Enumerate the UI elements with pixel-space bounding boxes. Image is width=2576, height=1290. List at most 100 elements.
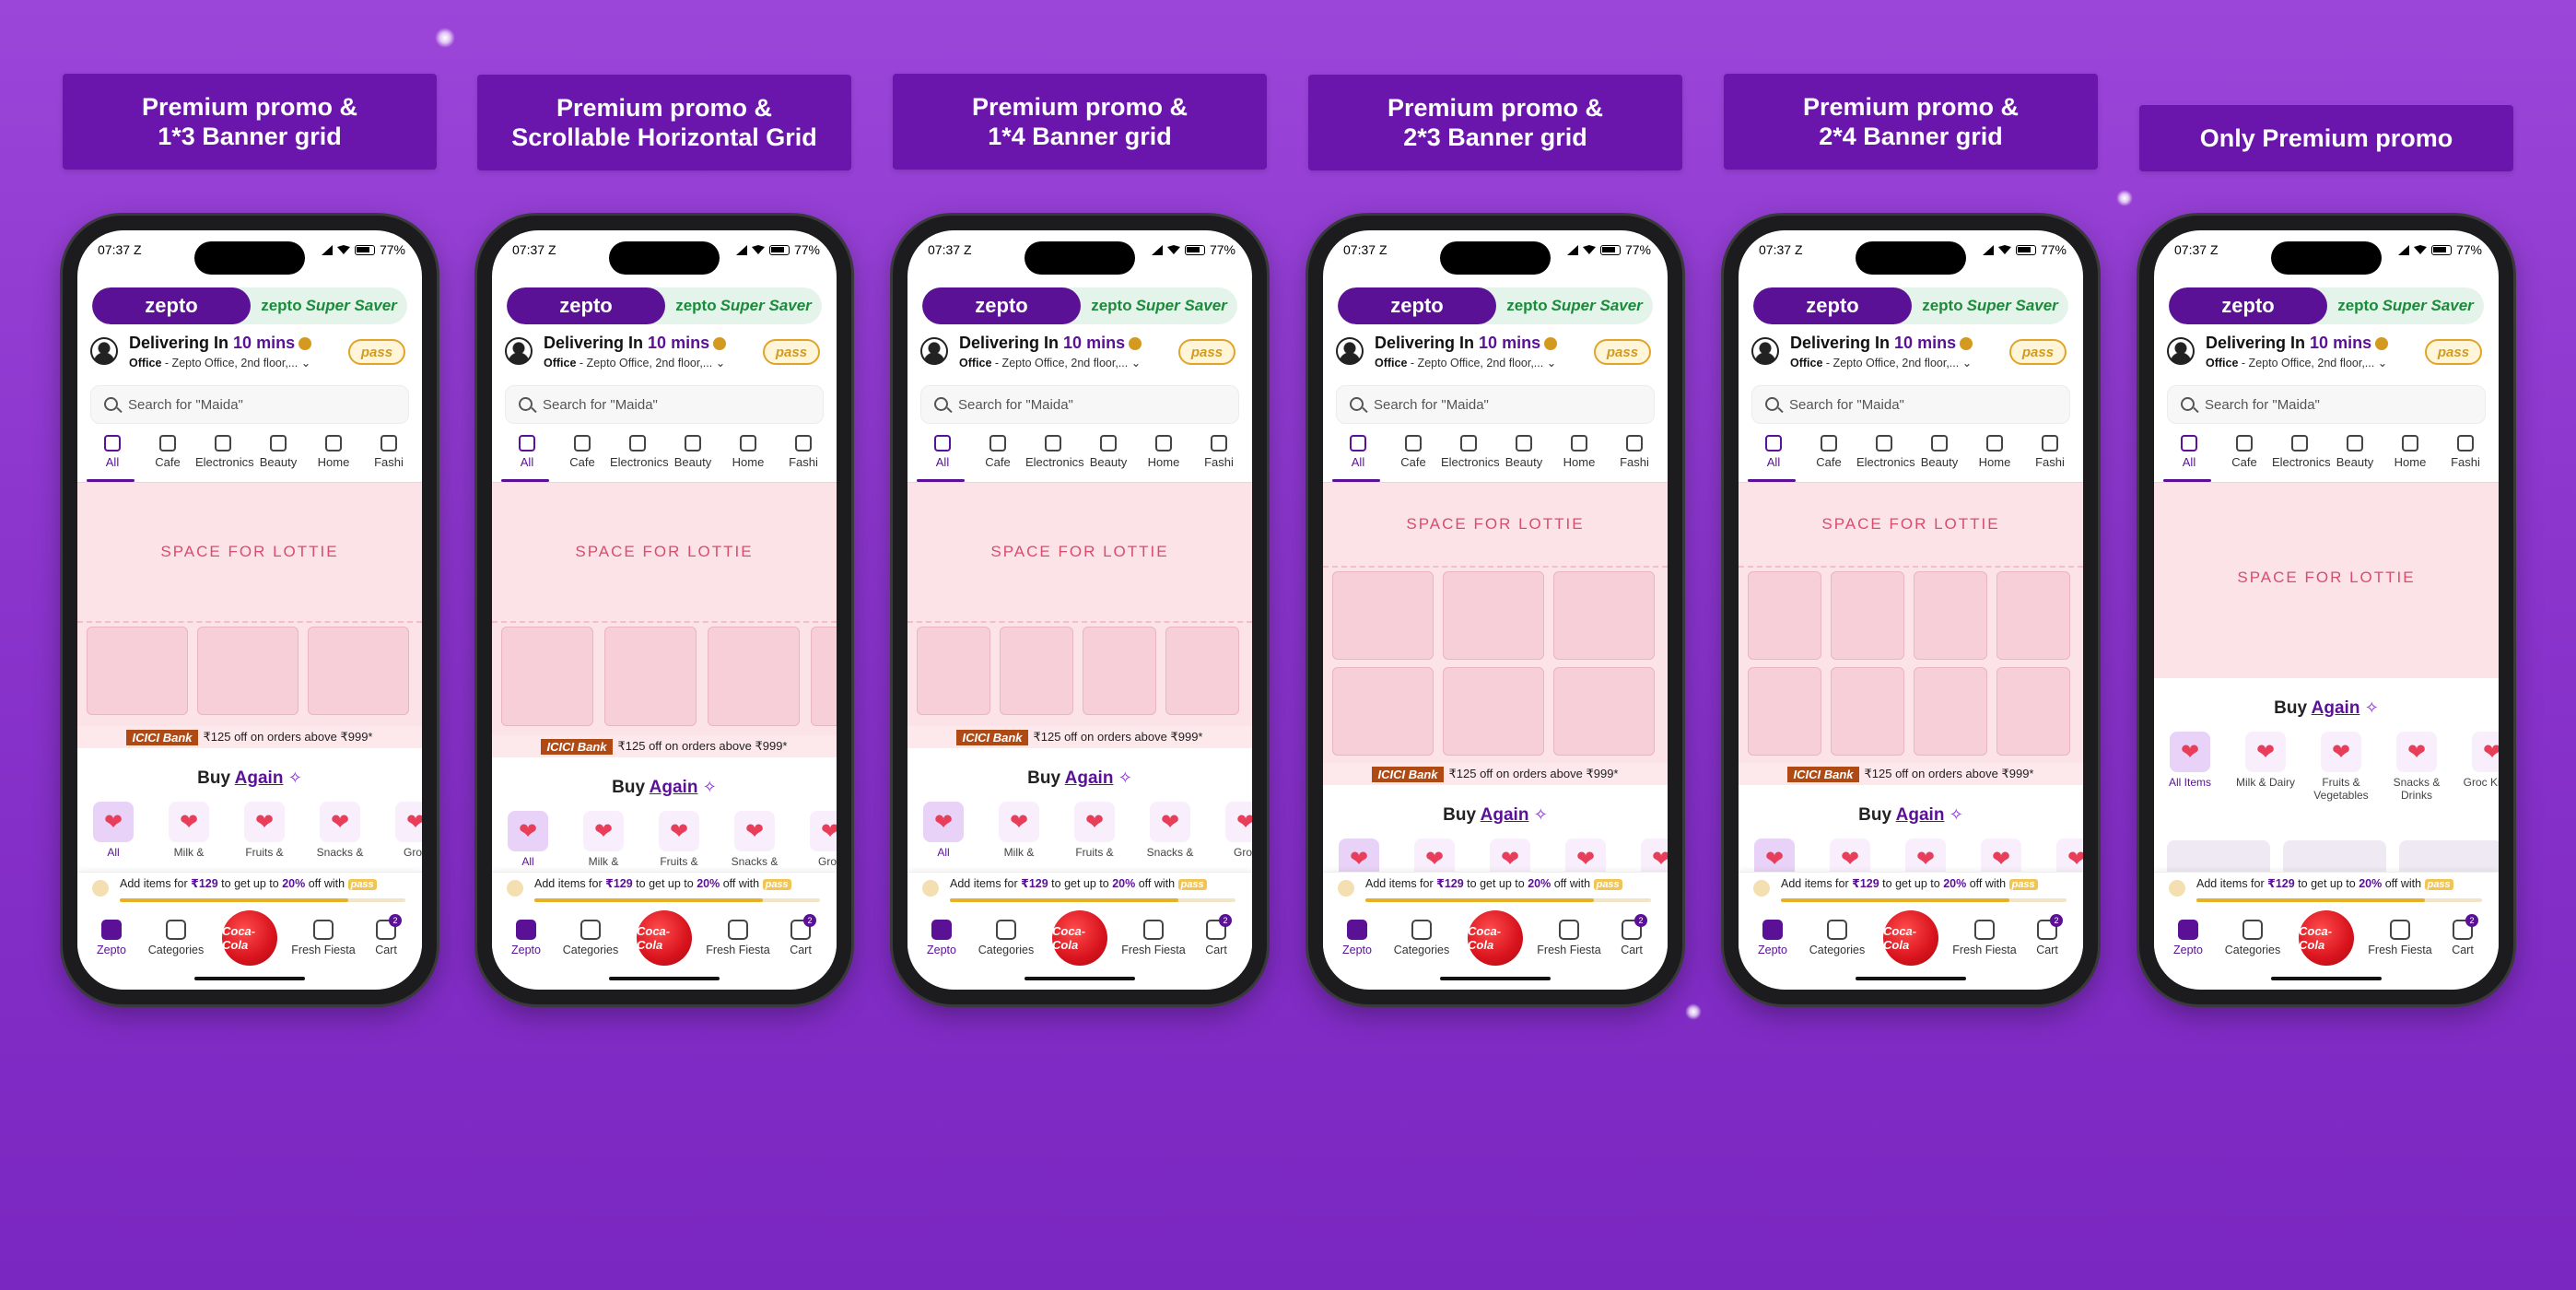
nav-categories[interactable]: Categories: [1389, 920, 1454, 956]
tab-all[interactable]: All: [85, 435, 140, 469]
tab-all[interactable]: All: [499, 435, 555, 469]
buy-again-item[interactable]: ❤ Groc: [800, 811, 837, 868]
tab-home[interactable]: Home: [306, 435, 361, 469]
search-input[interactable]: Search for "Maida": [1751, 385, 2070, 424]
nav-cart[interactable]: 2 Cart: [1599, 914, 1664, 956]
banner-tile[interactable]: [1996, 667, 2070, 756]
banner-tile[interactable]: [308, 627, 409, 715]
tab-all[interactable]: All: [915, 435, 970, 469]
nav-zepto[interactable]: Zepto: [79, 920, 144, 956]
store-toggle[interactable]: zepto zepto Super Saver: [507, 287, 822, 324]
product-card[interactable]: [2283, 840, 2386, 877]
toggle-zepto[interactable]: zepto: [507, 287, 665, 324]
toggle-super-saver[interactable]: zepto Super Saver: [675, 297, 812, 314]
tab-home[interactable]: Home: [1967, 435, 2022, 469]
toggle-super-saver[interactable]: zepto Super Saver: [1922, 297, 2058, 314]
buy-again-item[interactable]: ❤ Fruits &: [649, 811, 709, 868]
tab-fashi[interactable]: Fashi: [2022, 435, 2078, 469]
tab-beauty[interactable]: Beauty: [1496, 435, 1551, 469]
banner-tile[interactable]: [1914, 667, 1987, 756]
buy-again-item[interactable]: ❤ Snacks &: [724, 811, 785, 868]
product-card[interactable]: [2399, 840, 2499, 877]
pass-badge[interactable]: pass: [1594, 339, 1651, 365]
toggle-super-saver[interactable]: zepto Super Saver: [2337, 297, 2474, 314]
toggle-super-saver[interactable]: zepto Super Saver: [261, 297, 397, 314]
product-card[interactable]: [2167, 840, 2270, 877]
buy-again-item[interactable]: ❤ All: [83, 802, 144, 859]
pass-offer-bar[interactable]: Add items for ₹129 to get up to 20% off …: [2154, 872, 2499, 909]
store-toggle[interactable]: zepto zepto Super Saver: [1753, 287, 2068, 324]
pass-badge[interactable]: pass: [763, 339, 820, 365]
banner-tile[interactable]: [87, 627, 188, 715]
tab-beauty[interactable]: Beauty: [665, 435, 720, 469]
buy-again-item[interactable]: ❤ All: [913, 802, 974, 859]
toggle-zepto[interactable]: zepto: [1338, 287, 1496, 324]
banner-tile[interactable]: [1831, 571, 1904, 660]
nav-cart[interactable]: 2 Cart: [354, 914, 418, 956]
tab-electronics[interactable]: Electronics: [610, 435, 669, 469]
banner-tile[interactable]: [501, 627, 593, 726]
tab-beauty[interactable]: Beauty: [1081, 435, 1136, 469]
tab-fashi[interactable]: Fashi: [2438, 435, 2493, 469]
banner-tile[interactable]: [1165, 627, 1239, 715]
pass-offer-bar[interactable]: Add items for ₹129 to get up to 20% off …: [492, 872, 837, 909]
banner-tile[interactable]: [917, 627, 990, 715]
tab-electronics[interactable]: Electronics: [2272, 435, 2331, 469]
tab-cafe[interactable]: Cafe: [970, 435, 1025, 469]
tab-home[interactable]: Home: [1551, 435, 1607, 469]
banner-tile[interactable]: [1332, 571, 1434, 660]
delivery-header[interactable]: Delivering In 10 mins Office - Zepto Off…: [90, 332, 409, 374]
delivery-address[interactable]: Office - Zepto Office, 2nd floor,... ⌄: [1375, 357, 1557, 369]
nav-zepto[interactable]: Zepto: [909, 920, 974, 956]
banner-tile[interactable]: [1748, 571, 1821, 660]
tab-electronics[interactable]: Electronics: [195, 435, 254, 469]
tab-cafe[interactable]: Cafe: [555, 435, 610, 469]
buy-again-item[interactable]: ❤ Milk &: [989, 802, 1049, 859]
tab-cafe[interactable]: Cafe: [2217, 435, 2272, 469]
delivery-header[interactable]: Delivering In 10 mins Office - Zepto Off…: [2167, 332, 2486, 374]
nav-categories[interactable]: Categories: [1805, 920, 1869, 956]
banner-tile[interactable]: [1996, 571, 2070, 660]
nav-categories[interactable]: Categories: [144, 920, 208, 956]
tab-cafe[interactable]: Cafe: [1801, 435, 1856, 469]
search-input[interactable]: Search for "Maida": [505, 385, 824, 424]
store-toggle[interactable]: zepto zepto Super Saver: [1338, 287, 1653, 324]
tab-fashi[interactable]: Fashi: [776, 435, 831, 469]
pass-badge[interactable]: pass: [2009, 339, 2067, 365]
banner-tile[interactable]: [1083, 627, 1156, 715]
buy-again-item[interactable]: ❤ Fruits &: [1064, 802, 1125, 859]
banner-tile[interactable]: [1748, 667, 1821, 756]
coca-cola-button[interactable]: Coca-Cola: [1883, 910, 1938, 966]
pass-offer-bar[interactable]: Add items for ₹129 to get up to 20% off …: [1739, 872, 2083, 909]
delivery-header[interactable]: Delivering In 10 mins Office - Zepto Off…: [1751, 332, 2070, 374]
buy-again-item[interactable]: ❤ Fruits &: [234, 802, 295, 859]
coca-cola-button[interactable]: Coca-Cola: [1468, 910, 1523, 966]
banner-tile[interactable]: [1553, 667, 1655, 756]
store-toggle[interactable]: zepto zepto Super Saver: [2169, 287, 2484, 324]
search-input[interactable]: Search for "Maida": [90, 385, 409, 424]
nav-categories[interactable]: Categories: [2220, 920, 2285, 956]
tab-all[interactable]: All: [1746, 435, 1801, 469]
tab-cafe[interactable]: Cafe: [140, 435, 195, 469]
profile-icon[interactable]: [505, 337, 533, 365]
banner-tile[interactable]: [197, 627, 299, 715]
tab-fashi[interactable]: Fashi: [1191, 435, 1247, 469]
store-toggle[interactable]: zepto zepto Super Saver: [92, 287, 407, 324]
buy-again-item[interactable]: ❤ Groc: [385, 802, 422, 859]
pass-offer-bar[interactable]: Add items for ₹129 to get up to 20% off …: [907, 872, 1252, 909]
tab-all[interactable]: All: [1330, 435, 1386, 469]
banner-tile[interactable]: [1831, 667, 1904, 756]
banner-tile[interactable]: [708, 627, 800, 726]
nav-fresh-fiesta[interactable]: Fresh Fiesta: [1121, 920, 1186, 956]
toggle-zepto[interactable]: zepto: [1753, 287, 1912, 324]
nav-categories[interactable]: Categories: [558, 920, 623, 956]
pass-badge[interactable]: pass: [2425, 339, 2482, 365]
pass-offer-bar[interactable]: Add items for ₹129 to get up to 20% off …: [77, 872, 422, 909]
banner-tile[interactable]: [1443, 571, 1544, 660]
store-toggle[interactable]: zepto zepto Super Saver: [922, 287, 1237, 324]
delivery-address[interactable]: Office - Zepto Office, 2nd floor,... ⌄: [1790, 357, 1973, 369]
delivery-address[interactable]: Office - Zepto Office, 2nd floor,... ⌄: [2206, 357, 2388, 369]
buy-again-item[interactable]: ❤ Fruits & Vegetables: [2311, 732, 2371, 802]
coca-cola-button[interactable]: Coca-Cola: [222, 910, 277, 966]
toggle-super-saver[interactable]: zepto Super Saver: [1091, 297, 1227, 314]
